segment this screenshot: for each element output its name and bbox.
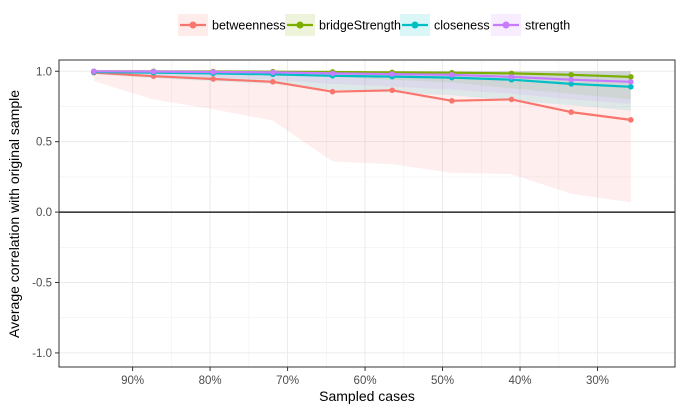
point-betweenness [210, 76, 216, 82]
legend-key-point-strength [502, 21, 510, 29]
point-closeness [628, 83, 634, 90]
legend-item-strength: strength [491, 14, 570, 36]
point-betweenness [329, 88, 336, 95]
y-tick-label: -0.5 [32, 278, 52, 290]
plot-area: 1.0 0.5 0.0 -0.5 -1.0 90% 80% 70% 60% 50% 40% 30% [32, 59, 676, 387]
point-strength [628, 79, 634, 85]
x-tick-label: 30% [586, 375, 609, 387]
legend-key-point-betweenness [189, 21, 197, 29]
point-strength [449, 71, 455, 78]
point-closeness [568, 81, 574, 87]
panel-border [58, 59, 676, 368]
point-betweenness [508, 96, 515, 103]
x-axis-title: Sampled cases [319, 388, 415, 404]
x-tick-label: 80% [199, 375, 222, 387]
point-strength [150, 68, 157, 75]
legend-label-bridgestrength: bridgeStrength [319, 19, 401, 33]
y-tick-label: -1.0 [32, 348, 52, 360]
legend-label-betweenness: betweenness [212, 19, 286, 33]
y-axis-title: Average correlation with original sample [6, 90, 22, 338]
y-tick-label: 0.5 [36, 137, 52, 149]
y-tick-label: 0.0 [36, 207, 52, 219]
band-closeness [93, 71, 631, 111]
x-tick-label: 70% [276, 375, 299, 387]
legend-item-closeness: closeness [400, 14, 490, 36]
line-closeness [93, 70, 631, 88]
point-strength [508, 74, 515, 80]
legend: betweenness bridgeStrength closeness str… [178, 14, 570, 36]
x-tick-label: 60% [354, 375, 377, 387]
legend-item-betweenness: betweenness [178, 14, 286, 36]
point-strength [568, 76, 574, 83]
point-strength [91, 68, 97, 75]
point-strength [210, 69, 216, 75]
line-betweenness [93, 71, 631, 121]
point-betweenness [389, 87, 395, 94]
legend-label-strength: strength [525, 19, 570, 33]
y-tick-label: 1.0 [36, 66, 52, 78]
x-tick-label: 90% [121, 375, 144, 387]
x-tick-label: 40% [509, 375, 532, 387]
point-betweenness [449, 98, 455, 104]
point-bridgestrength [568, 71, 574, 78]
legend-key-point-bridgestrength [296, 21, 304, 29]
point-strength [270, 69, 276, 76]
legend-key-point-closeness [411, 21, 419, 29]
point-betweenness [270, 79, 276, 85]
band-betweenness [93, 71, 631, 203]
point-betweenness [568, 109, 574, 115]
point-bridgestrength [628, 74, 634, 80]
legend-item-bridgestrength: bridgeStrength [285, 14, 401, 36]
point-strength [329, 70, 336, 77]
line-strength [93, 70, 631, 83]
point-betweenness [628, 117, 634, 123]
x-tick-label: 50% [431, 375, 454, 387]
point-strength [389, 71, 395, 77]
legend-label-closeness: closeness [434, 19, 490, 33]
